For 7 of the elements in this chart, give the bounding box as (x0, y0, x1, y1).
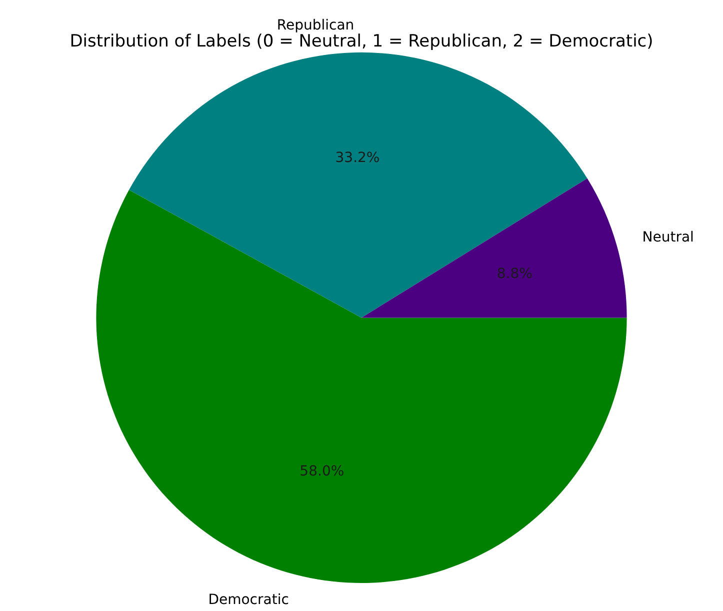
slice-label: Neutral (642, 230, 694, 246)
data-label: 58.0% (300, 464, 344, 480)
slice-label: Republican (276, 18, 354, 34)
data-label: 8.8% (496, 266, 532, 282)
slice-label: Democratic (208, 592, 289, 608)
text: Distribution of Labels (0 = Neutral, 1 = Republican, 2 = Democratic) (70, 32, 654, 52)
data-label: 33.2% (335, 150, 380, 166)
